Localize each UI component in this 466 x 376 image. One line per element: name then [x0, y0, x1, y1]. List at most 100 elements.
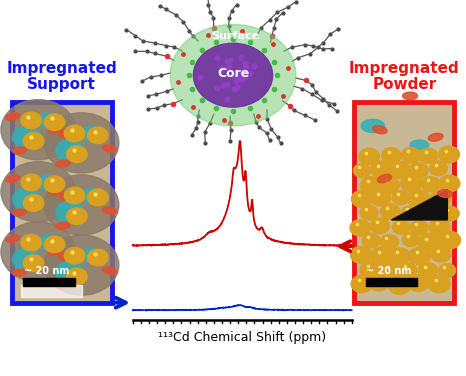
- Circle shape: [193, 43, 273, 107]
- Polygon shape: [391, 190, 447, 220]
- Ellipse shape: [103, 267, 116, 274]
- Circle shape: [44, 175, 119, 235]
- Circle shape: [350, 246, 372, 264]
- Text: ~ 20 nm: ~ 20 nm: [366, 266, 412, 276]
- Ellipse shape: [13, 147, 27, 154]
- Circle shape: [439, 146, 459, 163]
- Circle shape: [88, 127, 108, 144]
- Circle shape: [441, 206, 459, 221]
- Circle shape: [21, 112, 41, 129]
- Circle shape: [88, 189, 108, 206]
- Ellipse shape: [428, 133, 443, 141]
- Circle shape: [67, 208, 87, 224]
- Circle shape: [382, 148, 401, 163]
- Circle shape: [430, 161, 447, 176]
- Circle shape: [399, 263, 417, 277]
- Circle shape: [360, 262, 381, 279]
- Circle shape: [21, 174, 41, 191]
- Circle shape: [351, 191, 372, 207]
- Circle shape: [410, 220, 428, 235]
- Circle shape: [439, 175, 460, 192]
- Circle shape: [360, 177, 382, 194]
- Ellipse shape: [49, 248, 63, 256]
- Ellipse shape: [49, 126, 63, 133]
- Circle shape: [370, 190, 391, 206]
- Circle shape: [38, 113, 57, 128]
- Circle shape: [44, 235, 119, 295]
- Circle shape: [390, 248, 410, 264]
- Circle shape: [439, 231, 460, 249]
- Circle shape: [409, 163, 428, 178]
- Ellipse shape: [103, 207, 116, 214]
- Circle shape: [56, 139, 84, 162]
- Circle shape: [418, 262, 438, 278]
- Circle shape: [378, 176, 399, 194]
- Circle shape: [21, 234, 41, 251]
- Circle shape: [1, 162, 75, 222]
- Ellipse shape: [6, 175, 20, 182]
- Circle shape: [419, 148, 438, 163]
- Ellipse shape: [410, 140, 429, 149]
- Text: Core: Core: [217, 67, 249, 80]
- Circle shape: [381, 262, 401, 279]
- Circle shape: [23, 195, 44, 211]
- Ellipse shape: [59, 254, 73, 261]
- Circle shape: [1, 100, 75, 160]
- Circle shape: [392, 191, 409, 205]
- Circle shape: [408, 274, 429, 291]
- Ellipse shape: [59, 194, 73, 201]
- Ellipse shape: [56, 282, 70, 289]
- Circle shape: [370, 218, 390, 233]
- Circle shape: [359, 148, 379, 164]
- Circle shape: [56, 261, 84, 284]
- Circle shape: [371, 161, 391, 177]
- Circle shape: [351, 275, 372, 293]
- Ellipse shape: [13, 269, 27, 276]
- Circle shape: [23, 255, 44, 271]
- Circle shape: [408, 190, 430, 208]
- Circle shape: [401, 147, 420, 163]
- Circle shape: [23, 133, 44, 149]
- Circle shape: [64, 187, 85, 204]
- Circle shape: [1, 222, 75, 282]
- Ellipse shape: [103, 145, 116, 152]
- Circle shape: [418, 233, 439, 251]
- Circle shape: [409, 247, 431, 265]
- Circle shape: [430, 191, 450, 208]
- Circle shape: [44, 236, 65, 253]
- Circle shape: [44, 114, 65, 130]
- Circle shape: [401, 206, 418, 220]
- Ellipse shape: [6, 235, 20, 243]
- Circle shape: [82, 188, 100, 203]
- Circle shape: [13, 248, 41, 271]
- Circle shape: [67, 268, 87, 285]
- Text: ~ 20 nm: ~ 20 nm: [24, 266, 69, 276]
- Circle shape: [369, 275, 389, 291]
- Circle shape: [429, 219, 450, 236]
- Circle shape: [38, 175, 57, 190]
- Text: Surface: Surface: [211, 31, 260, 41]
- Ellipse shape: [377, 174, 391, 183]
- Ellipse shape: [438, 190, 452, 197]
- Circle shape: [362, 233, 380, 248]
- Text: ¹¹³Cd Chemical Shift (ppm): ¹¹³Cd Chemical Shift (ppm): [158, 331, 326, 344]
- Circle shape: [389, 161, 410, 178]
- Ellipse shape: [403, 92, 418, 100]
- Circle shape: [360, 206, 378, 220]
- Circle shape: [353, 164, 370, 177]
- Text: Impregnated
Powder: Impregnated Powder: [349, 61, 459, 92]
- Circle shape: [380, 204, 400, 219]
- Circle shape: [428, 275, 450, 293]
- Bar: [12, 102, 112, 303]
- Ellipse shape: [59, 132, 73, 139]
- Circle shape: [44, 176, 65, 193]
- Circle shape: [380, 235, 398, 250]
- Circle shape: [350, 220, 370, 236]
- Ellipse shape: [13, 209, 27, 216]
- Circle shape: [44, 113, 119, 173]
- Circle shape: [402, 233, 419, 246]
- Ellipse shape: [361, 120, 384, 133]
- Circle shape: [82, 248, 100, 263]
- Ellipse shape: [49, 188, 63, 196]
- Text: Impregnated
Support: Impregnated Support: [7, 61, 117, 92]
